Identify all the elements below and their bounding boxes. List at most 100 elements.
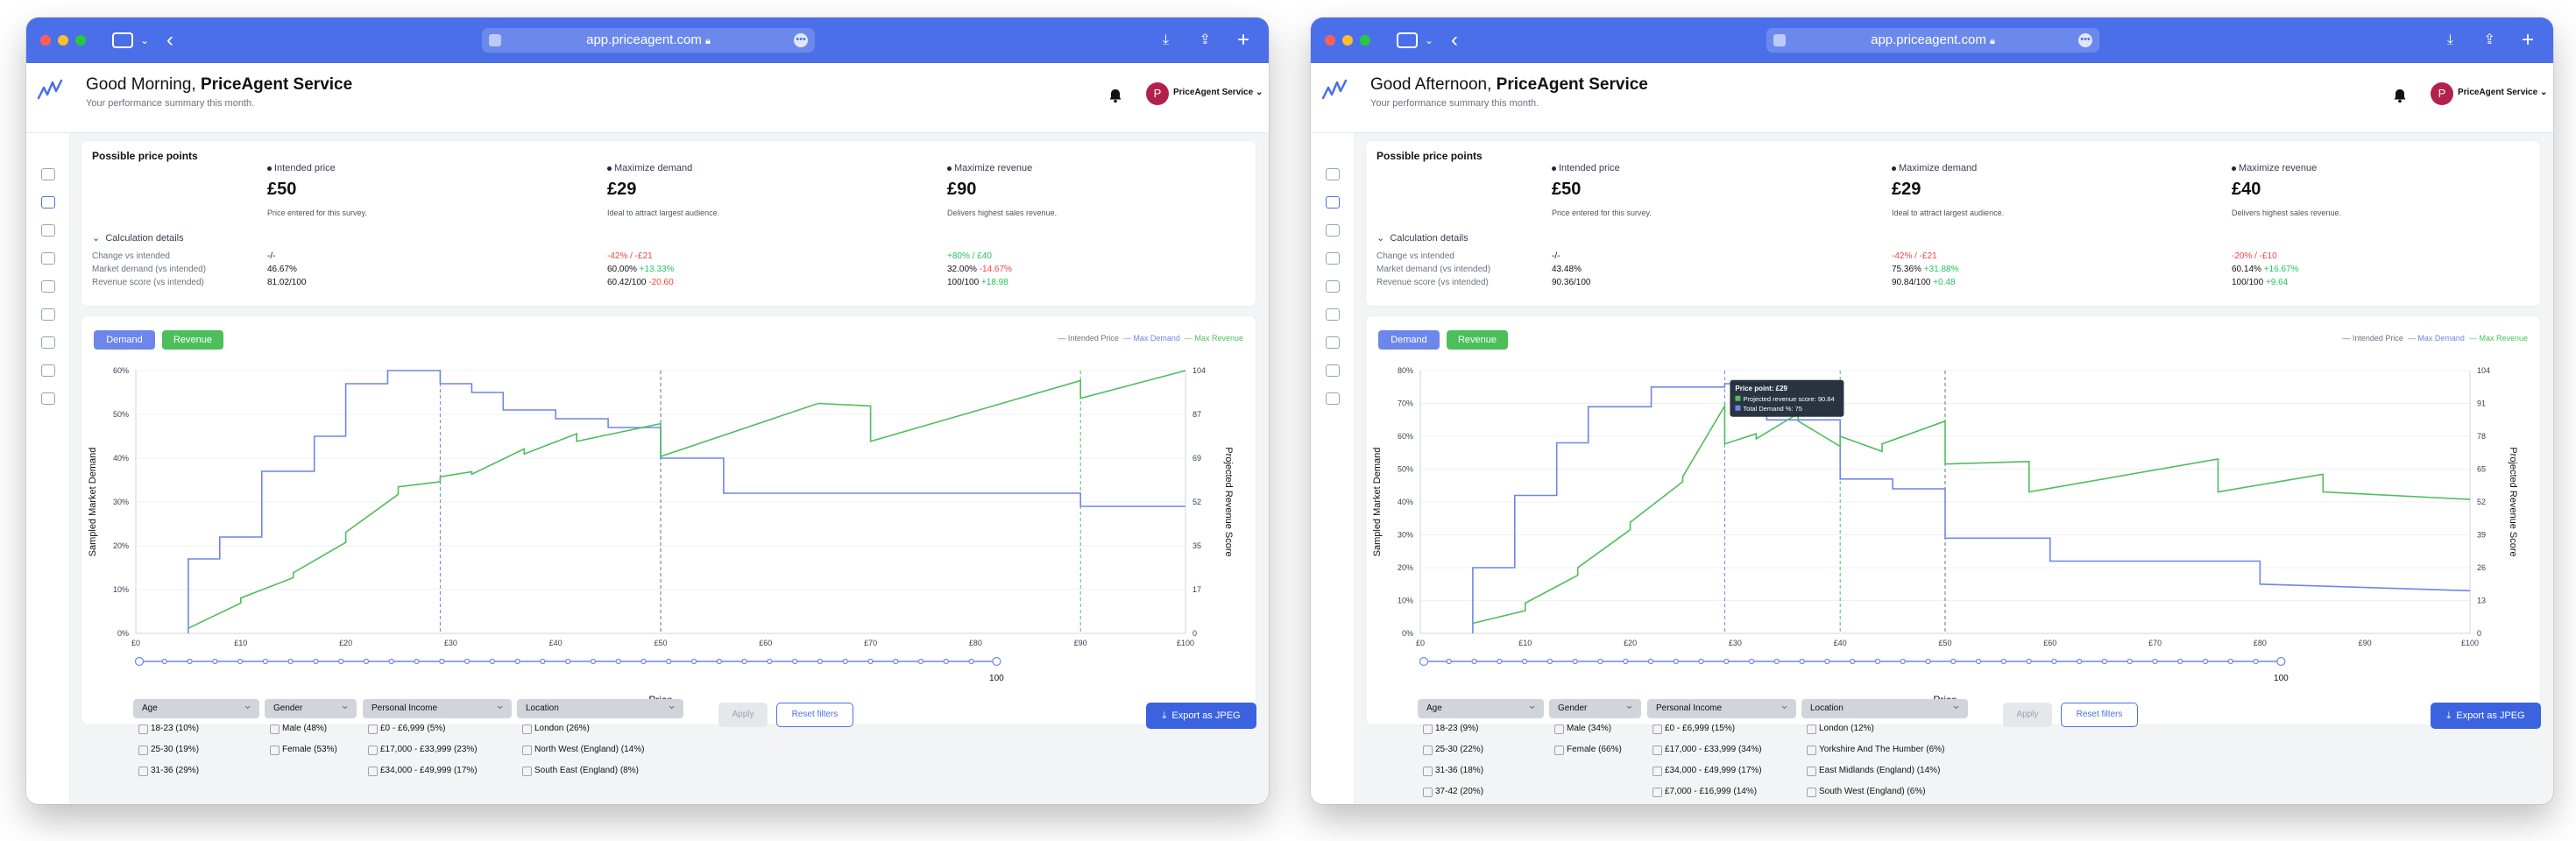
price-range-slider-step[interactable] <box>640 658 647 665</box>
share-icon[interactable]: ⇪ <box>1199 32 1211 47</box>
price-range-slider-step[interactable] <box>1623 658 1629 665</box>
chart-icon[interactable] <box>1326 364 1340 377</box>
price-range-slider-step[interactable] <box>187 658 193 665</box>
minimize-window-icon[interactable] <box>58 35 68 46</box>
price-range-slider-step[interactable] <box>1799 658 1805 665</box>
filter-option[interactable]: 18-23 (10%) <box>133 718 259 739</box>
price-range-slider-step[interactable] <box>363 658 370 665</box>
price-range-slider-step[interactable] <box>2000 658 2006 665</box>
price-range-slider-step[interactable] <box>1824 658 1830 665</box>
minimize-window-icon[interactable] <box>1342 35 1353 46</box>
price-range-slider-step[interactable] <box>514 658 520 665</box>
clock-icon[interactable] <box>1326 336 1340 349</box>
demand-toggle-button[interactable]: Demand <box>94 330 155 350</box>
price-range-slider-step[interactable] <box>1522 658 1528 665</box>
reset-filters-button[interactable]: Reset filters <box>2061 703 2138 727</box>
new-tab-icon[interactable]: + <box>2521 28 2534 52</box>
price-range-slider-step[interactable] <box>414 658 420 665</box>
download-icon[interactable]: ⤓ <box>2446 32 2453 47</box>
chart-icon[interactable] <box>41 364 55 377</box>
address-bar[interactable]: app.priceagent.com 🔒︎ ••• <box>1766 28 2099 53</box>
price-range-slider-step[interactable] <box>690 658 697 665</box>
filter-income-dropdown[interactable]: Personal Income <box>363 696 512 718</box>
price-range-slider-step[interactable] <box>1900 658 1906 665</box>
demand-series-line[interactable] <box>188 370 1185 633</box>
price-range-slider-step[interactable] <box>1925 658 1931 665</box>
price-range-slider-step[interactable] <box>2202 658 2209 665</box>
price-range-slider-step[interactable] <box>767 658 773 665</box>
filter-age-dropdown[interactable]: Age <box>1418 696 1544 718</box>
revenue-toggle-button[interactable]: Revenue <box>162 330 223 350</box>
sidebar-toggle-icon[interactable] <box>1397 32 1418 48</box>
price-range-slider-step[interactable] <box>2101 658 2108 665</box>
filter-option[interactable]: Yorkshire And The Humber (6%) <box>1801 739 1968 760</box>
price-range-slider-step[interactable] <box>1850 658 1856 665</box>
avatar[interactable]: P <box>1146 82 1169 105</box>
price-range-slider-step[interactable] <box>1748 658 1755 665</box>
price-range-slider-step[interactable] <box>867 658 874 665</box>
price-range-slider-step[interactable] <box>262 658 268 665</box>
price-range-slider-step[interactable] <box>1647 658 1654 665</box>
filter-option[interactable]: £7,000 - £16,999 (14%) <box>1647 781 1796 802</box>
zoom-window-icon[interactable] <box>75 35 86 46</box>
share-icon[interactable]: ⇪ <box>2483 32 2495 47</box>
calculation-details-toggle[interactable]: ⌄ Calculation details <box>1376 233 1468 244</box>
price-range-slider-step[interactable] <box>212 658 218 665</box>
price-range-slider-step[interactable] <box>917 658 924 665</box>
price-range-slider-step[interactable] <box>1723 658 1730 665</box>
filter-option[interactable]: East Midlands (England) (14%) <box>1801 760 1968 781</box>
price-range-slider-step[interactable] <box>590 658 597 665</box>
price-range-slider-step[interactable] <box>388 658 394 665</box>
price-range-slider-step[interactable] <box>2152 658 2158 665</box>
price-range-slider-step[interactable] <box>792 658 798 665</box>
filter-option[interactable]: £0 - £6,999 (5%) <box>363 718 512 739</box>
price-range-slider-step[interactable] <box>489 658 495 665</box>
filter-gender-dropdown[interactable]: Gender <box>1549 696 1641 718</box>
price-range-slider-step[interactable] <box>1698 658 1704 665</box>
price-chart[interactable]: 0% 10% 20% 30% 40% 50% 60% 0 17 35 52 69 87 104 £0 £10 £… <box>83 355 1257 723</box>
price-range-slider-step[interactable] <box>540 658 546 665</box>
price-range-slider-handle[interactable] <box>134 656 145 667</box>
price-range-slider-step[interactable] <box>2177 658 2183 665</box>
document-icon[interactable] <box>1326 308 1340 321</box>
gear-icon[interactable] <box>41 392 55 405</box>
export-jpeg-button[interactable]: ⤓ Export as JPEG <box>1146 703 1256 729</box>
filter-option[interactable]: 25-30 (19%) <box>133 739 259 760</box>
filter-income-dropdown[interactable]: Personal Income <box>1647 696 1796 718</box>
filter-gender-dropdown[interactable]: Gender <box>265 696 357 718</box>
revenue-series-line[interactable] <box>188 370 1186 629</box>
price-range-slider-step[interactable] <box>893 658 899 665</box>
price-range-slider-step[interactable] <box>1497 658 1503 665</box>
bell-icon[interactable] <box>1108 88 1123 103</box>
price-range-slider-step[interactable] <box>237 658 244 665</box>
demand-toggle-button[interactable]: Demand <box>1378 330 1440 350</box>
price-range-slider-step[interactable] <box>1874 658 1881 665</box>
price-range-slider-step[interactable] <box>943 658 949 665</box>
apply-button[interactable]: Apply <box>718 703 768 727</box>
reset-filters-button[interactable]: Reset filters <box>776 703 853 727</box>
price-range-slider-step[interactable] <box>2253 658 2259 665</box>
box-icon[interactable] <box>41 280 55 293</box>
revenue-toggle-button[interactable]: Revenue <box>1447 330 1508 350</box>
clock-icon[interactable] <box>41 336 55 349</box>
price-range-slider-step[interactable] <box>716 658 722 665</box>
price-range-slider-step[interactable] <box>842 658 848 665</box>
filter-option[interactable]: £0 - £6,999 (15%) <box>1647 718 1796 739</box>
filter-option[interactable]: £17,000 - £33,999 (34%) <box>1647 739 1796 760</box>
chevron-down-icon[interactable]: ⌄ <box>1425 34 1434 46</box>
filter-option[interactable]: Male (34%) <box>1549 718 1641 739</box>
price-range-slider-step[interactable] <box>1597 658 1603 665</box>
filter-option[interactable]: 31-36 (29%) <box>133 760 259 781</box>
price-range-slider-step[interactable] <box>1773 658 1780 665</box>
price-range-slider-step[interactable] <box>817 658 824 665</box>
bell-icon[interactable] <box>2392 88 2408 103</box>
address-bar[interactable]: app.priceagent.com 🔒︎ ••• <box>482 28 815 53</box>
price-range-slider-step[interactable] <box>968 658 974 665</box>
chevron-down-icon[interactable]: ⌄ <box>140 34 150 46</box>
price-range-slider-step[interactable] <box>287 658 294 665</box>
box-icon[interactable] <box>1326 196 1340 208</box>
filter-option[interactable]: 31-36 (18%) <box>1418 760 1544 781</box>
price-range-slider-step[interactable] <box>1673 658 1679 665</box>
box-icon[interactable] <box>1326 280 1340 293</box>
price-range-slider-step[interactable] <box>565 658 571 665</box>
